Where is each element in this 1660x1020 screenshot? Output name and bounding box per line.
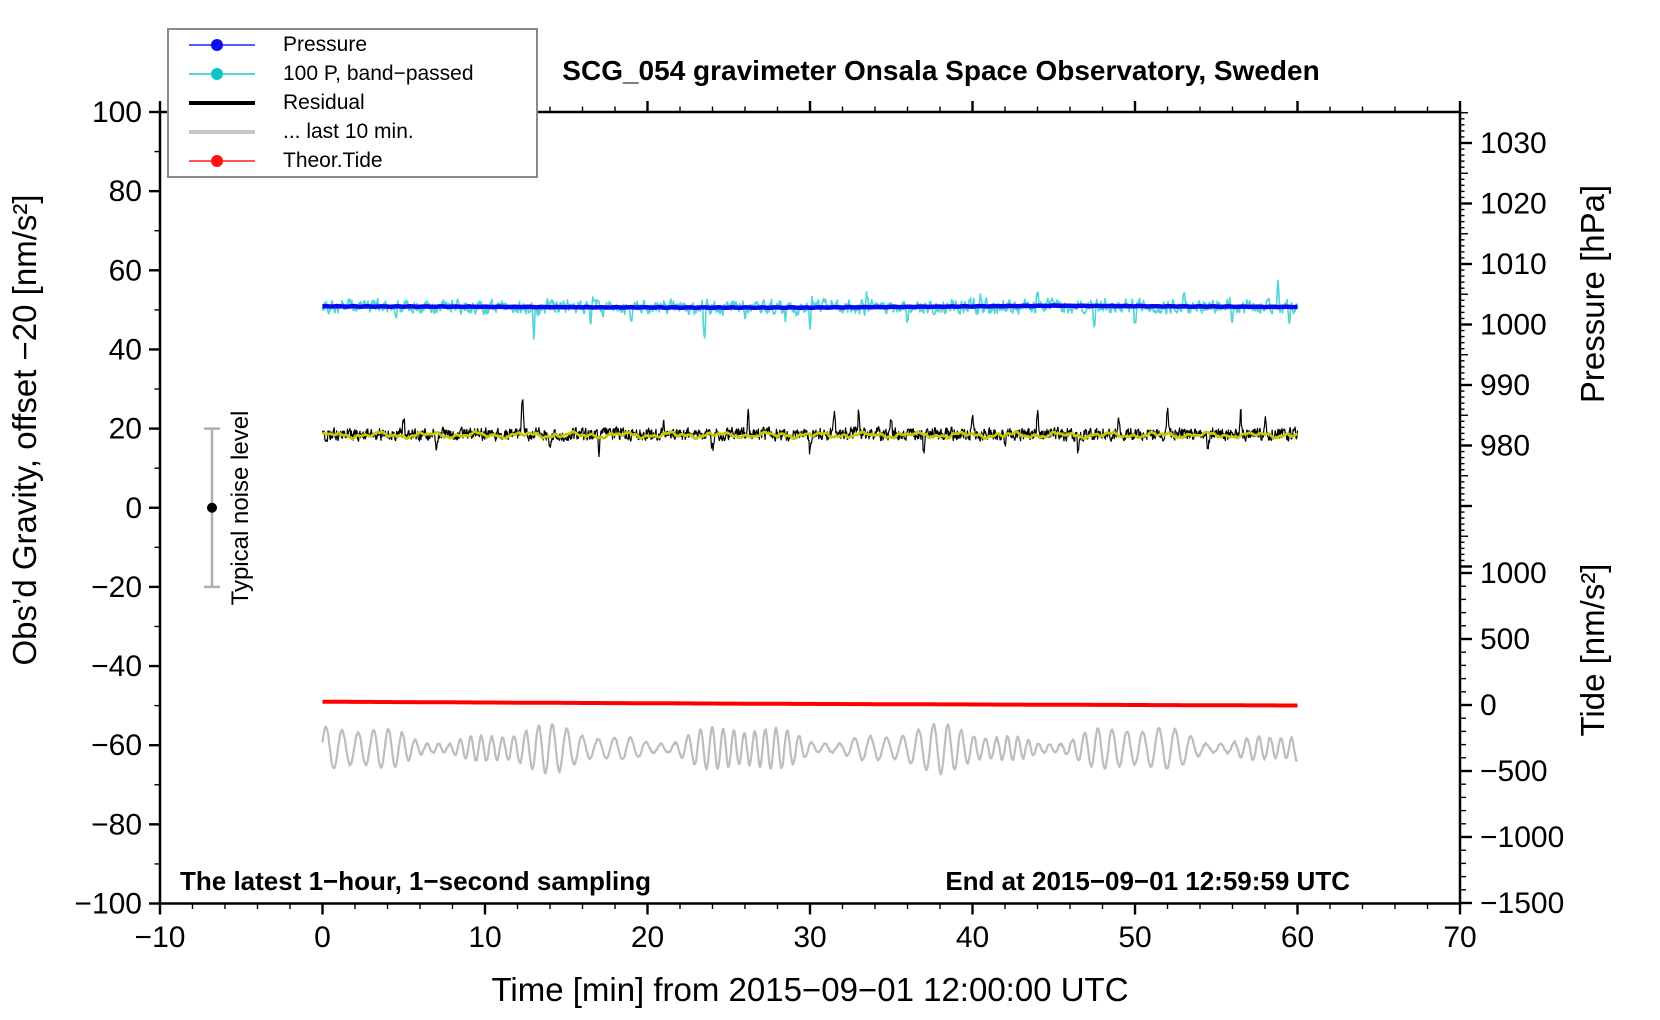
x-tick-label: 50 [1118,921,1151,954]
chart-title: SCG_054 gravimeter Onsala Space Observat… [562,55,1319,86]
y-left-tick-label: 100 [92,96,142,129]
noise-level-bar [204,427,220,589]
legend-label: 100 P, band−passed [283,61,474,85]
tide-axis-title: Tide [nm/s²] [1574,564,1611,737]
theor-tide-line-marker [169,146,273,175]
y-left-tick-label: 80 [109,175,142,208]
residual-line-marker [169,88,273,117]
pressure-tick-label: 990 [1480,369,1530,402]
pressure-tick-label: 1000 [1480,309,1547,342]
noise-bar-dot [207,502,217,513]
tide-tick-label: −1000 [1480,821,1564,854]
last-10-min-line-marker [169,117,273,146]
y-left-tick-label: −40 [91,650,142,683]
theor-tide-series [322,699,1298,708]
x-axis-title: Time [min] from 2015−09−01 12:00:00 UTC [491,971,1128,1008]
x-tick-label: 70 [1443,921,1476,954]
end-time-annotation: End at 2015−09−01 12:59:59 UTC [945,866,1350,896]
x-tick-label: 30 [793,921,826,954]
tide-tick-label: 500 [1480,623,1530,656]
x-tick-label: 40 [956,921,989,954]
x-tick-label: 10 [468,921,501,954]
pressure-axis-title: Pressure [hPa] [1574,185,1611,403]
tide-tick-label: 0 [1480,689,1497,722]
y-left-tick-label: −20 [91,571,142,604]
y-left-tick-label: 20 [109,413,142,446]
legend-item-band-passed: 100 P, band−passed [169,59,536,88]
pressure-line-marker [169,30,273,59]
x-tick-label: −10 [135,921,186,954]
axes-frame [149,101,1472,915]
legend-label: ... last 10 min. [283,119,414,143]
legend-item-pressure: Pressure [169,30,536,59]
y-left-axis-title: Obs’d Gravity, offset −20 [nm/s²] [6,194,43,665]
plot-frame [158,110,1462,905]
tick-labels: −10 0 10 20 30 40 50 60 70100806040200−20−40−60−… [74,96,1564,954]
y-left-tick-label: 0 [125,492,142,525]
data-series [321,279,1299,776]
x-tick-label: 0 [314,921,331,954]
y-left-tick-label: −100 [74,888,142,921]
y-left-tick-label: 60 [109,254,142,287]
legend: Pressure 100 P, band−passed Residual ...… [167,28,538,178]
x-tick-label: 60 [1281,921,1314,954]
last-10-min-series [321,722,1298,776]
x-tick-label: 20 [631,921,664,954]
legend-label: Pressure [283,32,368,56]
y-left-tick-label: −80 [91,808,142,841]
pressure-tick-label: 1010 [1480,248,1547,281]
band-passed-series [321,279,1299,340]
band-passed-line-marker [169,59,273,88]
tide-tick-label: −500 [1480,755,1548,788]
y-left-tick-label: −60 [91,729,142,762]
pressure-tick-label: 980 [1480,430,1530,463]
pressure-series [322,303,1298,311]
legend-item-theor-tide: Theor.Tide [169,146,536,175]
noise-bar-label: Typical noise level [227,411,254,606]
legend-label: Residual [283,90,365,114]
residual-smoothed-series [321,429,1299,441]
legend-item-last-10-min: ... last 10 min. [169,117,536,146]
y-left-tick-label: 40 [109,333,142,366]
legend-label: Theor.Tide [283,148,383,172]
tide-tick-label: −1500 [1480,887,1564,920]
sampling-annotation: The latest 1−hour, 1−second sampling [180,866,651,896]
pressure-tick-label: 1020 [1480,188,1547,221]
legend-item-residual: Residual [169,88,536,117]
tide-tick-label: 1000 [1480,557,1547,590]
pressure-tick-label: 1030 [1480,127,1547,160]
residual-series [321,399,1299,458]
